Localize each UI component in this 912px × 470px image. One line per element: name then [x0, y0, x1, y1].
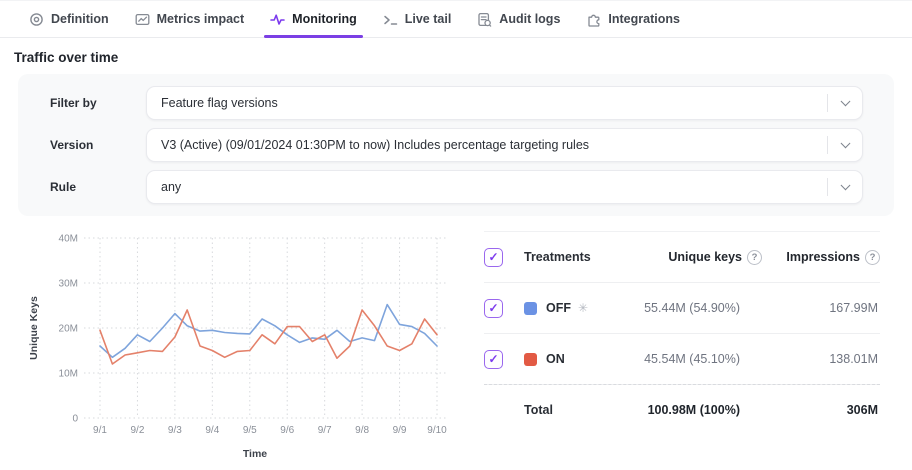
on-impressions-value: 138.01M	[829, 352, 878, 366]
total-impressions-value: 306M	[846, 403, 878, 417]
select-divider	[827, 178, 828, 196]
y-axis-title: Unique Keys	[28, 296, 40, 360]
row-0-checkbox[interactable]	[484, 298, 503, 318]
x-tick-label: 9/7	[318, 425, 332, 436]
version-value: V3 (Active) (09/01/2024 01:30PM to now) …	[161, 138, 590, 152]
treatments-table: Treatments Unique keys ? Impressions ? O…	[484, 231, 880, 435]
filter-row-filter-by: Filter by Feature flag versions	[50, 83, 863, 123]
row-1-checkbox[interactable]	[484, 349, 503, 369]
treatments-column-header: Treatments	[524, 250, 591, 264]
tab-label: Integrations	[608, 12, 680, 26]
x-tick-label: 9/4	[205, 425, 219, 436]
metrics-chart-icon	[135, 12, 150, 27]
y-tick-label: 40M	[59, 234, 78, 245]
version-label: Version	[50, 138, 94, 152]
on-treatment-swatch	[524, 352, 537, 366]
table-row-on: ON 45.54M (45.10%) 138.01M	[484, 334, 880, 385]
audit-logs-icon	[477, 12, 492, 27]
filter-by-select[interactable]: Feature flag versions	[146, 86, 863, 120]
x-tick-label: 9/5	[243, 425, 257, 436]
rule-label: Rule	[50, 180, 77, 194]
off-impressions-value: 167.99M	[829, 301, 878, 315]
select-divider	[827, 136, 828, 154]
version-select[interactable]: V3 (Active) (09/01/2024 01:30PM to now) …	[146, 128, 863, 162]
x-tick-label: 9/10	[427, 425, 447, 436]
y-tick-label: 20M	[59, 324, 78, 335]
tab-audit-logs[interactable]: Audit logs	[464, 1, 573, 37]
filter-by-label: Filter by	[50, 96, 97, 110]
rule-value: any	[161, 180, 182, 194]
chevron-down-icon	[828, 95, 862, 107]
tab-monitoring[interactable]: Monitoring	[257, 1, 370, 38]
pulse-icon	[270, 12, 285, 27]
x-tick-label: 9/1	[93, 425, 107, 436]
series-on-line	[99, 309, 438, 365]
impressions-column-header: Impressions	[786, 250, 860, 264]
treatments-table-header: Treatments Unique keys ? Impressions ?	[484, 232, 880, 283]
x-tick-label: 9/2	[130, 425, 144, 436]
tab-label: Audit logs	[499, 12, 561, 26]
traffic-chart-svg: 0 10M 20M 30M 40M 9/1 9/2 9/3 9/4 9/5 9/6 9/7 9/8 9/9…	[28, 234, 448, 460]
table-row-off: OFF ✳ 55.44M (54.90%) 167.99M	[484, 283, 880, 334]
x-tick-label: 9/8	[355, 425, 369, 436]
filter-row-version: Version V3 (Active) (09/01/2024 01:30PM …	[50, 125, 863, 165]
target-icon	[29, 12, 44, 27]
x-tick-label: 9/9	[393, 425, 407, 436]
series-off-line	[99, 303, 438, 359]
select-divider	[827, 94, 828, 112]
impressions-help-icon[interactable]: ?	[865, 249, 880, 265]
treatment-label: ON	[546, 352, 565, 366]
tab-label: Definition	[51, 12, 109, 26]
tab-integrations[interactable]: Integrations	[573, 1, 693, 37]
tab-definition[interactable]: Definition	[16, 1, 122, 37]
terminal-icon	[383, 12, 398, 27]
page-title: Traffic over time	[14, 50, 119, 65]
x-tick-label: 9/6	[280, 425, 294, 436]
filter-panel: Filter by Feature flag versions Version …	[18, 74, 894, 216]
chevron-down-icon	[828, 137, 862, 149]
header-checkbox[interactable]	[484, 247, 503, 267]
y-tick-label: 10M	[59, 369, 78, 380]
treatment-label: OFF	[546, 301, 571, 315]
rule-select[interactable]: any	[146, 170, 863, 204]
total-unique-keys-value: 100.98M (100%)	[647, 403, 740, 417]
table-row-total: Total 100.98M (100%) 306M	[484, 384, 880, 435]
x-axis-title: Time	[243, 448, 267, 460]
puzzle-icon	[586, 12, 601, 27]
unique-keys-column-header: Unique keys	[668, 250, 742, 264]
default-treatment-icon: ✳	[578, 301, 589, 315]
y-tick-label: 30M	[59, 279, 78, 290]
tab-bar: Definition Metrics impact Monitoring	[0, 0, 912, 38]
off-unique-keys-value: 55.44M (54.90%)	[644, 301, 740, 315]
filter-by-value: Feature flag versions	[161, 96, 278, 110]
unique-keys-help-icon[interactable]: ?	[747, 249, 762, 265]
tab-label: Monitoring	[292, 12, 357, 26]
off-treatment-swatch	[524, 301, 537, 315]
x-tick-label: 9/3	[168, 425, 182, 436]
filter-row-rule: Rule any	[50, 167, 863, 207]
on-unique-keys-value: 45.54M (45.10%)	[644, 352, 740, 366]
chevron-down-icon	[828, 179, 862, 191]
y-tick-label: 0	[72, 414, 78, 425]
tab-label: Metrics impact	[156, 12, 245, 26]
tab-label: Live tail	[404, 12, 452, 26]
traffic-chart: 0 10M 20M 30M 40M 9/1 9/2 9/3 9/4 9/5 9/6 9/7 9/8 9/9…	[0, 225, 470, 470]
tab-metrics-impact[interactable]: Metrics impact	[122, 1, 258, 37]
tab-live-tail[interactable]: Live tail	[370, 1, 465, 37]
total-label: Total	[524, 403, 553, 417]
